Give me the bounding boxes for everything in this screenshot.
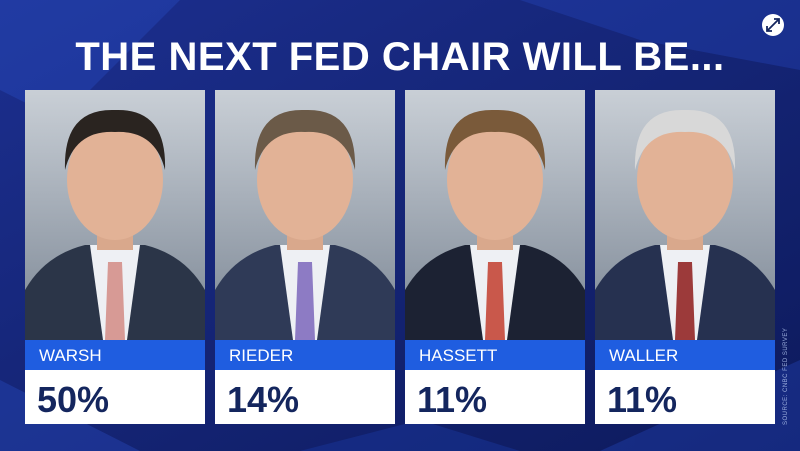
hair [444,109,546,170]
candidate-card: WARSH 50% [25,90,205,424]
candidate-card: WALLER 11% [595,90,775,424]
candidate-name: RIEDER [229,346,293,365]
face [637,120,733,240]
face [67,120,163,240]
tie [105,262,125,340]
name-bar [215,340,395,370]
name-bar [405,340,585,370]
name-bar [595,340,775,370]
expand-button[interactable] [762,14,784,36]
face [447,120,543,240]
value-box [595,370,775,424]
candidate-percent: 11% [417,379,487,420]
candidate-card: RIEDER 14% [215,90,395,424]
candidate-name: WARSH [39,346,102,365]
cards: WARSH 50% RIEDER 14% HASSETT 11% WALLER 11% [25,90,775,424]
hair [64,109,166,170]
hair [254,109,356,170]
value-box [215,370,395,424]
candidate-name: HASSETT [419,346,497,365]
tie [295,262,315,340]
source: SOURCE: CNBC FED SURVEY [783,328,789,425]
tie [675,262,695,340]
tie [485,262,505,340]
candidate-percent: 14% [227,379,299,420]
candidate-percent: 50% [37,379,109,420]
candidate-name: WALLER [609,346,678,365]
title: THE NEXT FED CHAIR WILL BE... [75,35,724,79]
name-bar [25,340,205,370]
value-box [405,370,585,424]
candidate-percent: 11% [607,379,677,420]
value-box [25,370,205,424]
face [257,120,353,240]
hair [634,109,736,170]
candidate-card: HASSETT 11% [405,90,585,424]
